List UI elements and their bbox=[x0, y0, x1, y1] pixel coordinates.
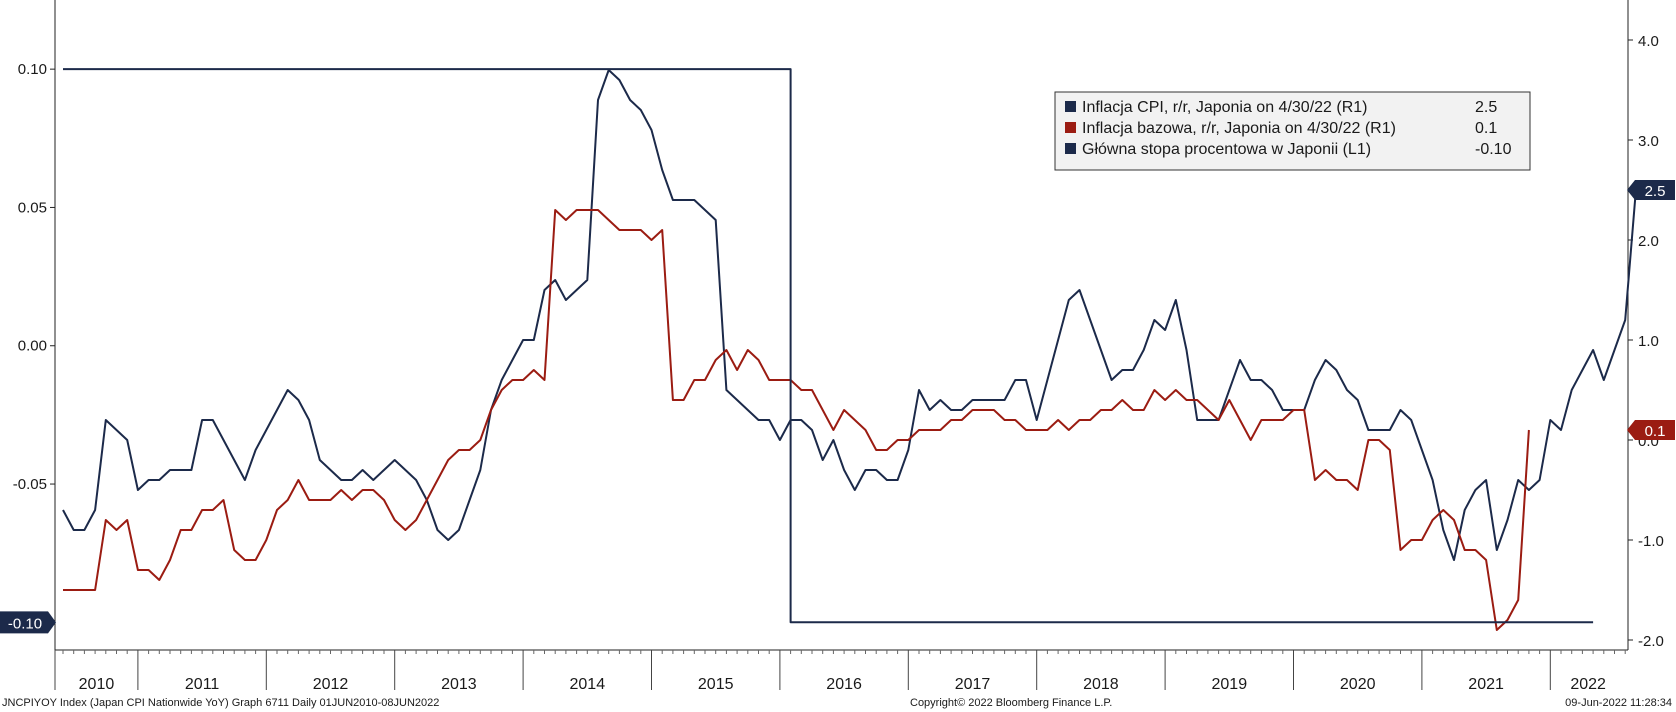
footer-source: JNCPIYOY Index (Japan CPI Nationwide YoY… bbox=[2, 697, 440, 709]
value-tags: 2.5 0.1 -0.10 bbox=[0, 180, 1675, 634]
footer-timestamp: 09-Jun-2022 11:28:34 bbox=[1565, 697, 1672, 709]
left-tick-label: 0.05 bbox=[18, 199, 47, 216]
legend-value: -0.10 bbox=[1475, 141, 1512, 158]
x-axis: 2010 2011 2012 2013 2014 2015 2016 2017 2018 2019… bbox=[54, 650, 1626, 693]
legend-swatch bbox=[1065, 101, 1076, 112]
left-axis: 0.10 0.05 0.00 -0.05 bbox=[13, 61, 55, 493]
x-tick-label: 2022 bbox=[1570, 676, 1606, 693]
rate-value-tag-label: -0.10 bbox=[8, 615, 42, 632]
right-tick-label: 3.0 bbox=[1638, 133, 1659, 150]
legend-swatch bbox=[1065, 143, 1076, 154]
x-tick-label: 2016 bbox=[826, 676, 862, 693]
core-value-tag-label: 0.1 bbox=[1645, 423, 1666, 440]
left-tick-label: 0.10 bbox=[18, 61, 47, 78]
x-tick-label: 2010 bbox=[79, 676, 115, 693]
legend-value: 0.1 bbox=[1475, 120, 1497, 137]
x-tick-label: 2015 bbox=[698, 676, 734, 693]
series-layer bbox=[62, 68, 1637, 631]
right-axis: 4.03.02.01.00.0-1.0-2.0 bbox=[1628, 33, 1664, 650]
cpi-value-tag-label: 2.5 bbox=[1645, 183, 1666, 200]
x-tick-label: 2014 bbox=[570, 676, 606, 693]
legend-swatch bbox=[1065, 122, 1076, 133]
x-tick-label: 2011 bbox=[185, 676, 220, 693]
legend-label: Główna stopa procentowa w Japonii (L1) bbox=[1082, 141, 1371, 158]
right-tick-label: 1.0 bbox=[1638, 333, 1659, 350]
x-tick-label: 2013 bbox=[441, 676, 477, 693]
right-tick-label: 2.0 bbox=[1638, 233, 1659, 250]
legend-box bbox=[1054, 91, 1531, 171]
legend: Inflacja CPI, r/r, Japonia on 4/30/22 (R… bbox=[1054, 91, 1531, 171]
x-tick-label: 2019 bbox=[1212, 676, 1248, 693]
legend-value: 2.5 bbox=[1475, 99, 1497, 116]
right-tick-label: -2.0 bbox=[1638, 633, 1664, 650]
left-tick-label: -0.05 bbox=[13, 476, 47, 493]
x-tick-label: 2012 bbox=[313, 676, 349, 693]
legend-label: Inflacja bazowa, r/r, Japonia on 4/30/22… bbox=[1082, 120, 1396, 137]
x-tick-label: 2020 bbox=[1340, 676, 1376, 693]
plot-frame bbox=[54, 0, 1629, 651]
series-line-0 bbox=[62, 69, 1637, 561]
right-tick-label: -1.0 bbox=[1638, 533, 1664, 550]
footer-copyright: Copyright© 2022 Bloomberg Finance L.P. bbox=[910, 697, 1113, 709]
series-line-2 bbox=[63, 68, 1594, 624]
series-line-1 bbox=[63, 209, 1530, 631]
x-tick-label: 2018 bbox=[1083, 676, 1119, 693]
rate-value-tag-shape bbox=[0, 611, 56, 634]
x-tick-label: 2017 bbox=[955, 676, 991, 693]
cpi-value-tag-shape bbox=[1627, 180, 1675, 200]
core-value-tag-shape bbox=[1627, 420, 1675, 440]
left-tick-label: 0.00 bbox=[18, 338, 47, 355]
right-tick-label: 4.0 bbox=[1638, 33, 1659, 50]
x-tick-label: 2021 bbox=[1468, 676, 1504, 693]
legend-label: Inflacja CPI, r/r, Japonia on 4/30/22 (R… bbox=[1082, 99, 1367, 116]
